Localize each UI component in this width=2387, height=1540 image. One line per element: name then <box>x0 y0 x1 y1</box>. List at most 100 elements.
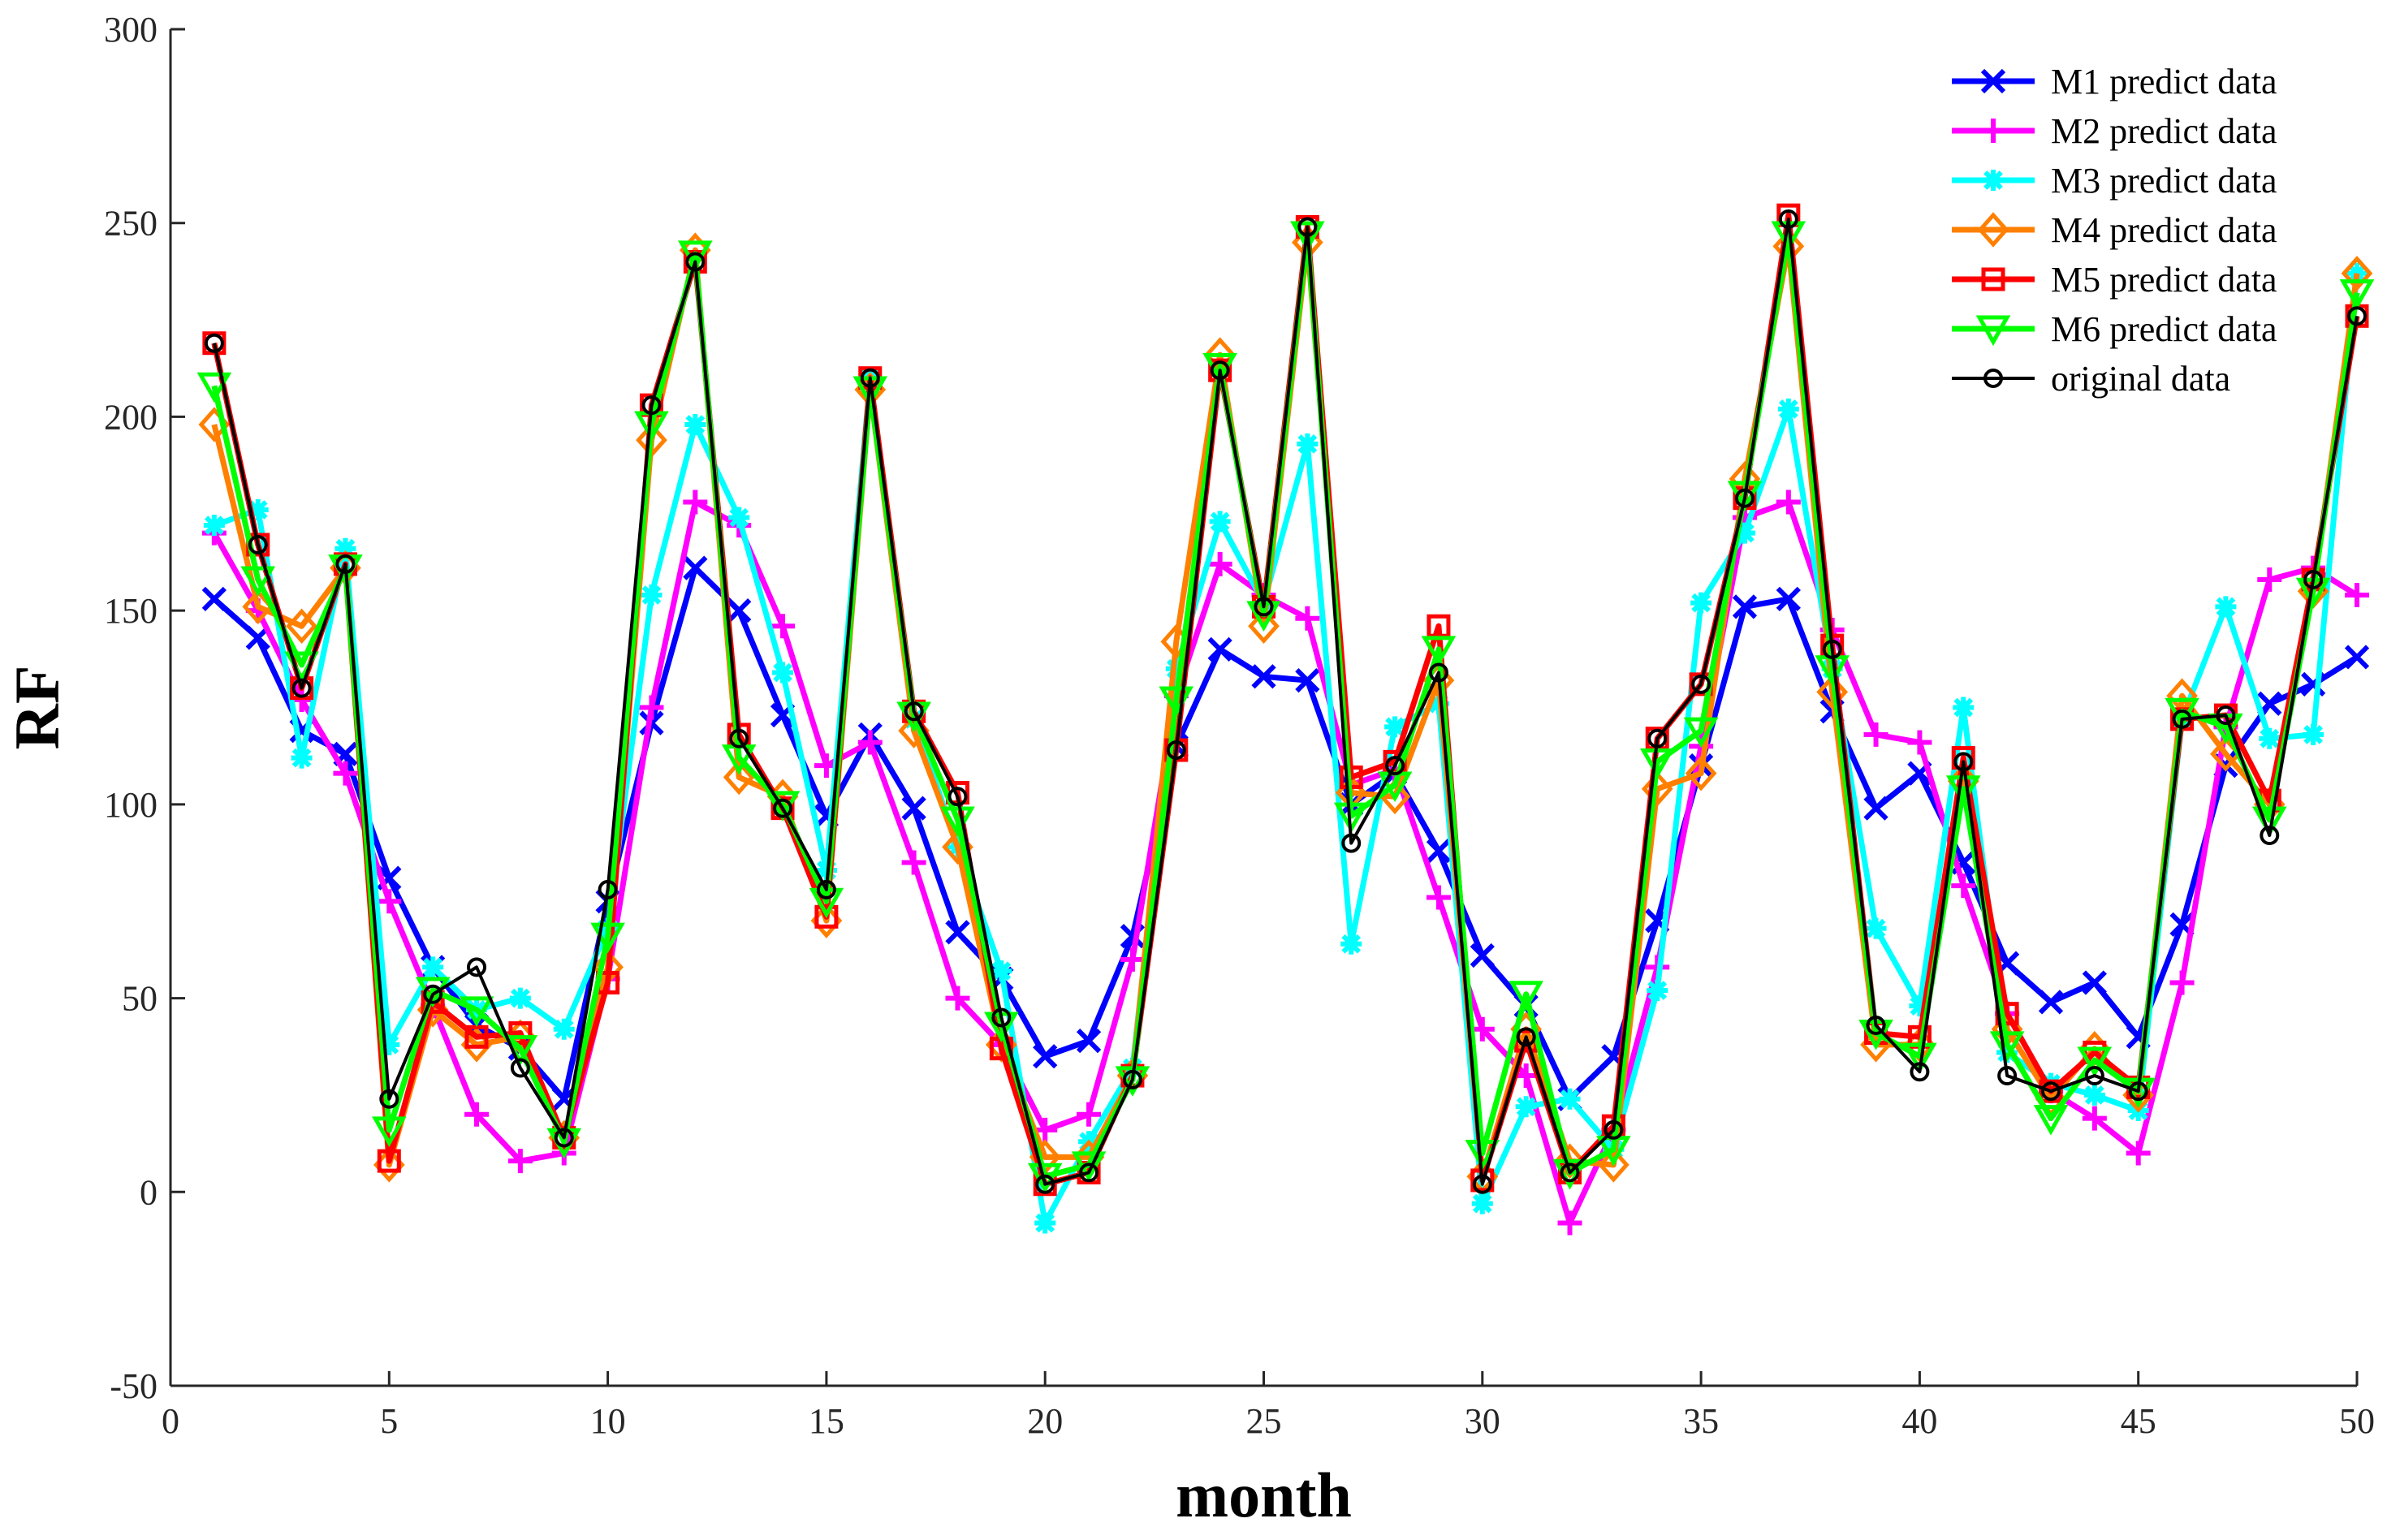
y-tick-label: -50 <box>110 1366 158 1406</box>
legend-label: M5 predict data <box>2051 260 2277 300</box>
data-point <box>1907 730 1932 755</box>
data-point <box>639 695 664 720</box>
data-point <box>1290 221 1325 252</box>
data-point <box>508 1021 533 1046</box>
y-tick-label: 50 <box>122 979 158 1019</box>
data-point <box>2169 970 2195 995</box>
data-point <box>1248 608 1280 645</box>
data-point <box>1166 740 1186 761</box>
data-point <box>1421 636 1457 666</box>
data-point <box>467 957 487 977</box>
x-tick-label: 20 <box>1027 1401 1063 1441</box>
data-point <box>2126 1141 2151 1166</box>
x-tick-label: 15 <box>809 1401 844 1441</box>
data-point <box>2259 727 2281 749</box>
x-tick-label: 30 <box>1465 1401 1500 1441</box>
data-point <box>1909 995 1931 1017</box>
legend-label: M3 predict data <box>2051 161 2277 201</box>
data-point <box>1333 802 1369 834</box>
data-point <box>1207 636 1232 662</box>
data-point <box>1734 488 1755 508</box>
data-point <box>904 701 924 722</box>
data-point <box>2303 723 2324 745</box>
axis-frame: 0 5 10 15 20 25 30 35 40 45 50-5005010015020025030… <box>104 10 2375 1441</box>
data-point <box>1210 360 1230 381</box>
y-tick-label: 150 <box>104 591 158 631</box>
data-point <box>2257 567 2282 592</box>
data-point <box>1776 490 1801 515</box>
data-point <box>291 678 312 698</box>
data-point <box>1472 1174 1492 1194</box>
data-point <box>2172 709 2192 729</box>
data-point <box>377 889 402 914</box>
data-point <box>1427 614 1451 638</box>
data-point <box>1953 697 1975 718</box>
data-point <box>1515 1096 1537 1118</box>
data-point <box>1035 1174 1055 1194</box>
data-point <box>729 728 749 748</box>
legend-marker <box>1983 369 2003 388</box>
data-point <box>1071 1151 1107 1182</box>
series-line <box>211 498 2359 1226</box>
data-point <box>378 1033 400 1055</box>
legend-marker <box>1975 315 2011 347</box>
data-point <box>1996 1042 2018 1063</box>
data-point <box>1209 511 1231 533</box>
data-point <box>1076 1028 1102 1054</box>
legend-label: M4 predict data <box>2051 210 2277 250</box>
data-point <box>1297 217 1318 237</box>
data-point <box>1428 662 1448 683</box>
data-point <box>1120 947 1145 972</box>
data-point <box>1683 717 1719 748</box>
data-point <box>1953 752 1974 772</box>
data-point <box>685 252 706 272</box>
data-point <box>203 515 225 537</box>
data-point <box>901 796 926 821</box>
data-point <box>286 608 317 645</box>
data-point <box>2128 1081 2148 1102</box>
data-point <box>727 598 752 623</box>
x-tick-label: 10 <box>590 1401 626 1441</box>
x-tick-label: 50 <box>2339 1401 2375 1441</box>
data-point <box>2345 583 2369 608</box>
y-tick-label: 300 <box>104 10 158 50</box>
data-point <box>1426 839 1452 864</box>
y-tick-label: 200 <box>104 397 158 437</box>
data-point <box>2165 697 2199 729</box>
x-tick-label: 0 <box>162 1401 179 1441</box>
data-point <box>1647 980 1668 1002</box>
data-point <box>1470 943 1495 968</box>
x-tick-label: 35 <box>1683 1401 1719 1441</box>
data-point <box>1691 674 1711 694</box>
data-point <box>1641 770 1673 807</box>
data-point <box>772 662 794 684</box>
legend-entry: M2 predict data <box>1952 111 2277 151</box>
data-point <box>901 850 926 875</box>
data-point <box>2303 569 2324 589</box>
data-point <box>1863 722 1888 747</box>
data-point <box>770 614 796 639</box>
data-point <box>1471 1193 1493 1214</box>
data-point <box>2082 970 2107 995</box>
data-point <box>201 586 227 611</box>
series-line <box>212 217 2359 1186</box>
data-point <box>2040 1081 2061 1102</box>
x-tick-label: 40 <box>1901 1401 1937 1441</box>
data-point <box>2033 1105 2069 1136</box>
legend-label: original data <box>2051 359 2230 399</box>
legend-entry: M4 predict data <box>1952 210 2277 250</box>
data-point <box>423 984 443 1004</box>
data-point <box>1557 1210 1582 1236</box>
legend-marker <box>1980 68 2006 94</box>
data-point <box>1340 933 1362 955</box>
data-point <box>464 1102 490 1127</box>
data-point <box>196 372 232 403</box>
data-point <box>641 395 662 416</box>
data-point <box>2344 645 2370 670</box>
data-point <box>2260 826 2280 846</box>
data-point <box>773 798 793 818</box>
legend-label: M6 predict data <box>2051 309 2277 349</box>
data-point <box>678 240 713 271</box>
data-point <box>684 413 706 435</box>
